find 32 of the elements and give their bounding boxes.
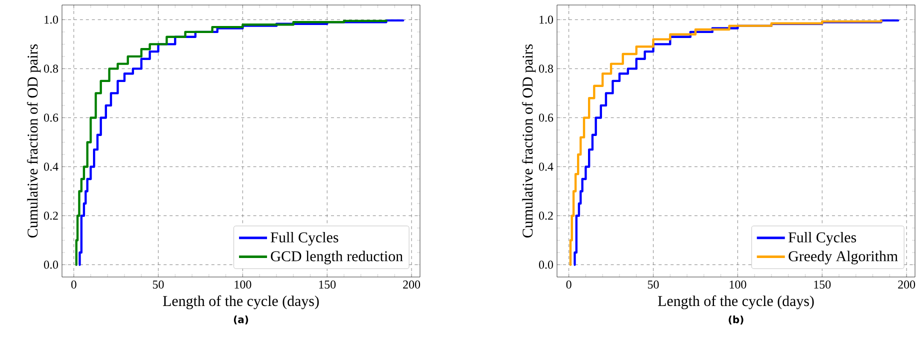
legend-label: GCD length reduction (270, 250, 403, 264)
y-tick-label: 1.0 (44, 16, 58, 24)
x-tick-label: 150 (319, 280, 336, 289)
y-tick-label: 0.4 (538, 162, 554, 171)
legend-label: Full Cycles (270, 232, 338, 246)
x-tick-label: 0 (71, 280, 76, 289)
y-axis-title: Cumulative fraction of OD pairs (27, 44, 41, 238)
y-tick-label: 0.0 (44, 260, 58, 269)
text: (a) (234, 316, 248, 324)
x-tick-label: 50 (648, 280, 659, 289)
text: (b) (728, 316, 744, 324)
y-tick-label: 0.0 (538, 260, 554, 269)
x-tick-label: 200 (403, 280, 420, 289)
y-tick-label: 0.6 (538, 114, 554, 122)
y-tick-label: 0.2 (538, 212, 553, 220)
x-tick-label: 0 (566, 280, 572, 289)
x-tick-label: 150 (814, 280, 831, 289)
y-axis-title: Cumulative fraction of OD pairs (522, 44, 536, 238)
x-tick-label: 100 (234, 280, 252, 289)
y-tick-label: 0.2 (44, 212, 58, 220)
x-axis-title: Length of the cycle (days) (163, 295, 319, 310)
y-tick-label: 1.0 (540, 16, 554, 24)
y-tick-label: 0.8 (538, 64, 554, 73)
legend-label: Greedy Algorithm (788, 250, 898, 264)
y-tick-label: 0.8 (44, 64, 58, 73)
x-tick-label: 200 (898, 280, 916, 289)
legend-label: Full Cycles (788, 232, 856, 246)
x-tick-label: 100 (730, 280, 746, 289)
x-axis-title: Length of the cycle (days) (658, 295, 814, 310)
x-tick-label: 50 (152, 280, 164, 289)
y-tick-label: 0.6 (44, 114, 58, 122)
y-tick-label: 0.4 (44, 162, 58, 171)
